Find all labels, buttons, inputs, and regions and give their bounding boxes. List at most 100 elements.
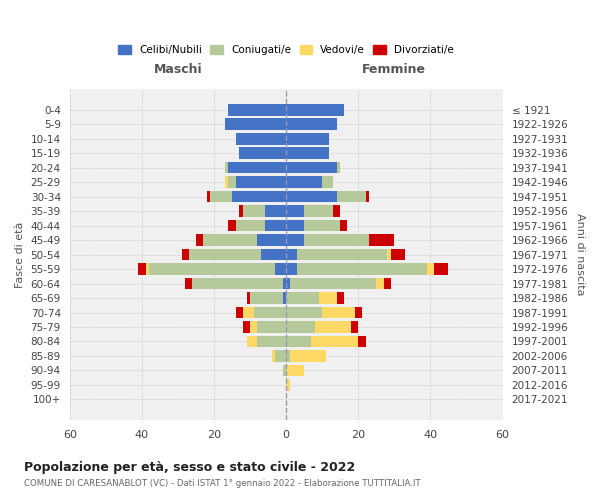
Bar [286,176,322,188]
Bar [149,264,275,275]
Bar [286,321,315,333]
Bar [290,350,326,362]
Bar [236,133,286,144]
Bar [427,264,434,275]
Bar [391,249,405,260]
Bar [351,321,358,333]
Bar [286,379,290,390]
Bar [376,278,383,289]
Bar [182,249,189,260]
Bar [265,220,286,232]
Bar [275,350,286,362]
Bar [304,234,369,246]
Bar [229,220,236,232]
Bar [283,278,286,289]
Bar [337,191,365,202]
Bar [243,321,250,333]
Bar [340,220,347,232]
Bar [297,264,427,275]
Bar [322,176,333,188]
Bar [286,264,297,275]
Bar [286,278,290,289]
Bar [286,133,329,144]
Bar [257,234,286,246]
Bar [355,306,362,318]
Bar [286,191,337,202]
Bar [365,191,369,202]
Bar [286,364,304,376]
Bar [247,292,250,304]
Text: Popolazione per età, sesso e stato civile - 2022: Popolazione per età, sesso e stato civil… [24,462,355,474]
Bar [236,176,286,188]
Bar [275,264,286,275]
Bar [286,306,322,318]
Bar [250,292,283,304]
Bar [146,264,149,275]
Bar [261,249,286,260]
Bar [286,336,311,347]
Bar [286,220,304,232]
Bar [225,118,286,130]
Bar [239,206,243,217]
Bar [286,350,290,362]
Bar [247,336,257,347]
Bar [225,162,229,173]
Bar [337,162,340,173]
Bar [286,118,337,130]
Text: Maschi: Maschi [154,62,202,76]
Bar [193,278,283,289]
Text: Femmine: Femmine [362,62,427,76]
Bar [434,264,448,275]
Bar [265,206,286,217]
Bar [229,162,286,173]
Bar [211,191,232,202]
Bar [322,306,355,318]
Bar [232,191,286,202]
Bar [189,249,261,260]
Bar [311,336,358,347]
Bar [272,350,275,362]
Text: COMUNE DI CARESANABLOT (VC) - Dati ISTAT 1° gennaio 2022 - Elaborazione TUTTITAL: COMUNE DI CARESANABLOT (VC) - Dati ISTAT… [24,478,421,488]
Bar [185,278,193,289]
Bar [286,162,337,173]
Bar [315,321,351,333]
Bar [369,234,394,246]
Y-axis label: Anni di nascita: Anni di nascita [575,214,585,296]
Bar [337,292,344,304]
Bar [283,292,286,304]
Bar [286,292,319,304]
Bar [229,176,236,188]
Bar [304,220,340,232]
Bar [283,364,286,376]
Bar [207,191,211,202]
Bar [196,234,203,246]
Bar [286,104,344,116]
Bar [239,148,286,159]
Legend: Celibi/Nubili, Coniugati/e, Vedovi/e, Divorziati/e: Celibi/Nubili, Coniugati/e, Vedovi/e, Di… [114,41,458,60]
Bar [290,278,376,289]
Y-axis label: Fasce di età: Fasce di età [15,222,25,288]
Bar [236,220,265,232]
Bar [203,234,257,246]
Bar [225,176,229,188]
Bar [250,321,257,333]
Bar [243,206,265,217]
Bar [387,249,391,260]
Bar [358,336,365,347]
Bar [319,292,337,304]
Bar [243,306,254,318]
Bar [257,336,286,347]
Bar [257,321,286,333]
Bar [383,278,391,289]
Bar [286,148,329,159]
Bar [236,306,243,318]
Bar [229,104,286,116]
Bar [286,249,297,260]
Bar [297,249,387,260]
Bar [254,306,286,318]
Bar [286,234,304,246]
Bar [286,206,304,217]
Bar [139,264,146,275]
Bar [333,206,340,217]
Bar [304,206,333,217]
